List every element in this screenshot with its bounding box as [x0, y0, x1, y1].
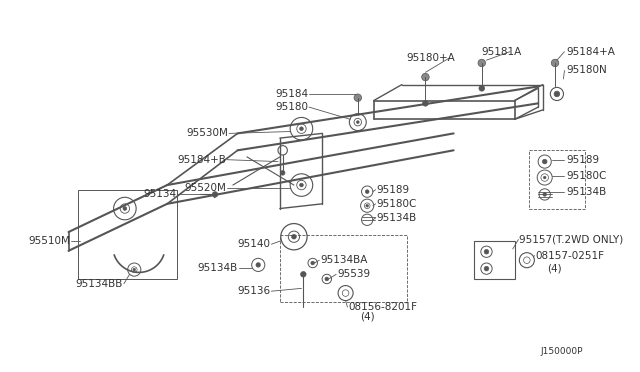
Circle shape — [301, 272, 306, 277]
Circle shape — [292, 234, 296, 239]
Circle shape — [543, 193, 547, 196]
Text: 95184+A: 95184+A — [566, 47, 615, 57]
Circle shape — [212, 192, 218, 197]
Circle shape — [484, 266, 489, 271]
Text: 95180: 95180 — [275, 102, 308, 112]
Text: 95180C: 95180C — [566, 171, 607, 181]
Circle shape — [342, 290, 349, 296]
Text: 08157-0251F: 08157-0251F — [535, 250, 604, 260]
Text: 95136: 95136 — [237, 286, 271, 296]
Bar — [474, 241, 515, 279]
Text: 95134B: 95134B — [197, 263, 237, 273]
Text: 95134B: 95134B — [566, 187, 607, 197]
Text: 95189: 95189 — [566, 155, 600, 165]
Text: 95184+B: 95184+B — [177, 155, 227, 165]
Text: 95134BB: 95134BB — [76, 279, 123, 289]
Text: 95510M: 95510M — [29, 237, 70, 246]
Circle shape — [256, 263, 260, 267]
Circle shape — [325, 277, 329, 281]
Text: (4): (4) — [360, 312, 374, 321]
Text: 95134BA: 95134BA — [320, 255, 367, 265]
Circle shape — [554, 91, 560, 97]
Circle shape — [422, 100, 428, 106]
Circle shape — [123, 207, 127, 211]
Circle shape — [543, 176, 546, 179]
Circle shape — [551, 59, 559, 67]
Circle shape — [356, 121, 359, 124]
Text: 95189: 95189 — [376, 185, 410, 195]
Text: J150000P: J150000P — [541, 347, 583, 356]
Text: 95181A: 95181A — [482, 47, 522, 57]
Circle shape — [280, 170, 285, 175]
Circle shape — [322, 274, 332, 284]
Bar — [280, 235, 406, 302]
Circle shape — [542, 159, 547, 164]
Circle shape — [524, 257, 530, 263]
Circle shape — [311, 261, 315, 265]
Text: 95157(T.2WD ONLY): 95157(T.2WD ONLY) — [519, 234, 623, 244]
Circle shape — [484, 249, 489, 254]
Text: 95180C: 95180C — [376, 199, 417, 209]
Text: 95140: 95140 — [237, 239, 271, 249]
Text: 95184: 95184 — [275, 89, 308, 99]
Circle shape — [366, 204, 369, 207]
Circle shape — [308, 258, 317, 268]
Bar — [529, 150, 585, 209]
Text: 95134: 95134 — [143, 189, 177, 199]
Text: 95539: 95539 — [337, 269, 371, 279]
Circle shape — [479, 86, 484, 91]
Circle shape — [300, 127, 303, 131]
Circle shape — [478, 59, 486, 67]
Text: 95520M: 95520M — [184, 183, 227, 193]
Text: 08156-8201F: 08156-8201F — [348, 302, 417, 312]
Circle shape — [300, 183, 303, 187]
Circle shape — [133, 268, 136, 271]
Circle shape — [354, 94, 362, 102]
Circle shape — [422, 73, 429, 81]
Text: 95134B: 95134B — [376, 213, 417, 223]
Text: 95180N: 95180N — [566, 65, 607, 76]
Circle shape — [365, 190, 369, 193]
Text: 95180+A: 95180+A — [406, 53, 456, 63]
Bar — [78, 190, 177, 279]
Text: (4): (4) — [547, 264, 562, 274]
Text: 95530M: 95530M — [186, 128, 228, 138]
